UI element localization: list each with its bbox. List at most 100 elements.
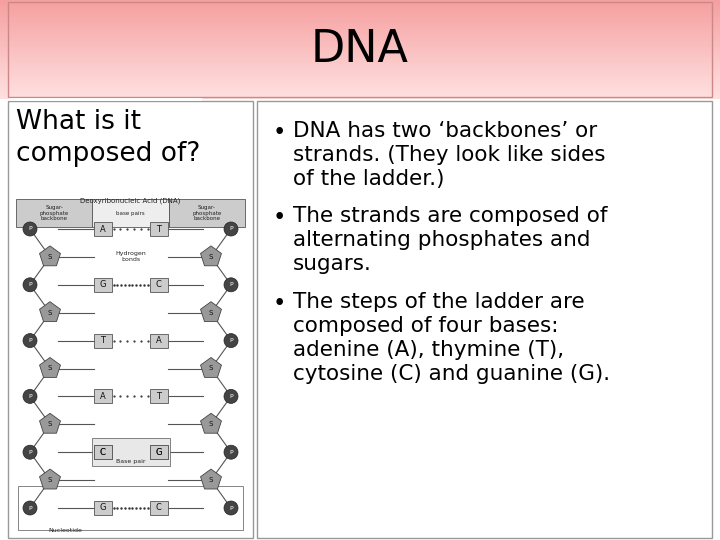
Text: composed of four bases:: composed of four bases:: [293, 315, 559, 335]
Text: P: P: [229, 505, 233, 510]
Text: P: P: [28, 226, 32, 232]
Circle shape: [23, 445, 37, 459]
Circle shape: [23, 334, 37, 348]
Text: •: •: [273, 206, 287, 230]
Bar: [16, 199, 92, 227]
Text: P: P: [229, 394, 233, 399]
Text: alternating phosphates and: alternating phosphates and: [293, 231, 590, 251]
Text: P: P: [28, 282, 32, 287]
Bar: [150, 501, 168, 515]
Text: A: A: [156, 336, 161, 345]
Text: P: P: [229, 450, 233, 455]
Text: P: P: [28, 505, 32, 510]
Text: The steps of the ladder are: The steps of the ladder are: [293, 292, 585, 312]
Text: What is it
composed of?: What is it composed of?: [16, 109, 200, 167]
Bar: [168, 199, 245, 227]
Text: S: S: [48, 421, 52, 427]
Circle shape: [23, 278, 37, 292]
Text: S: S: [209, 254, 213, 260]
Text: Sugar-
phosphate
backbone: Sugar- phosphate backbone: [192, 205, 222, 221]
Bar: [150, 278, 168, 292]
Circle shape: [224, 278, 238, 292]
Bar: [94, 445, 112, 459]
Circle shape: [224, 445, 238, 459]
Text: P: P: [28, 338, 32, 343]
Text: •: •: [273, 121, 287, 144]
Bar: [91, 438, 169, 466]
Text: S: S: [209, 421, 213, 427]
Polygon shape: [40, 413, 60, 433]
Text: sugars.: sugars.: [293, 254, 372, 274]
Polygon shape: [201, 357, 222, 377]
Circle shape: [224, 334, 238, 348]
Text: G: G: [156, 448, 162, 457]
Text: •: •: [273, 292, 287, 315]
Text: DNA has two ‘backbones’ or: DNA has two ‘backbones’ or: [293, 121, 598, 141]
Bar: [150, 334, 168, 348]
Text: of the ladder.): of the ladder.): [293, 169, 444, 189]
Text: DNA: DNA: [311, 28, 409, 71]
Text: T: T: [100, 336, 105, 345]
Text: C: C: [99, 448, 105, 457]
Bar: [92, 199, 168, 227]
Circle shape: [224, 389, 238, 403]
Text: A: A: [99, 225, 105, 233]
Bar: [94, 222, 112, 236]
Bar: [150, 389, 168, 403]
Text: A: A: [99, 392, 105, 401]
Text: C: C: [156, 503, 161, 512]
Bar: [94, 278, 112, 292]
Polygon shape: [201, 246, 222, 266]
Bar: [150, 445, 168, 459]
Text: P: P: [28, 450, 32, 455]
Text: cytosine (C) and guanine (G).: cytosine (C) and guanine (G).: [293, 363, 610, 383]
Text: S: S: [48, 366, 52, 372]
Bar: [94, 501, 112, 515]
Polygon shape: [201, 469, 222, 489]
Text: S: S: [209, 366, 213, 372]
Text: P: P: [229, 226, 233, 232]
Circle shape: [224, 222, 238, 236]
Text: adenine (A), thymine (T),: adenine (A), thymine (T),: [293, 340, 564, 360]
Bar: [8, 2, 712, 97]
Polygon shape: [40, 302, 60, 322]
Polygon shape: [40, 246, 60, 266]
Text: P: P: [229, 338, 233, 343]
Bar: [150, 445, 168, 459]
Text: Deoxyribonucleic Acid (DNA): Deoxyribonucleic Acid (DNA): [81, 197, 181, 204]
Polygon shape: [40, 357, 60, 377]
Text: Sugar-
phosphate
backbone: Sugar- phosphate backbone: [40, 205, 69, 221]
Bar: [94, 389, 112, 403]
Text: S: S: [48, 310, 52, 316]
Bar: [257, 101, 712, 538]
Bar: [18, 486, 243, 530]
Bar: [150, 222, 168, 236]
Circle shape: [224, 501, 238, 515]
Circle shape: [23, 222, 37, 236]
Text: base pairs: base pairs: [116, 211, 145, 215]
Text: T: T: [156, 392, 161, 401]
Text: C: C: [99, 448, 105, 457]
Text: S: S: [48, 477, 52, 483]
Text: S: S: [48, 254, 52, 260]
Text: Hydrogen
bonds: Hydrogen bonds: [115, 252, 146, 262]
Text: Base pair: Base pair: [116, 458, 145, 464]
Text: S: S: [209, 310, 213, 316]
Text: G: G: [99, 280, 106, 289]
Polygon shape: [201, 302, 222, 322]
Text: G: G: [156, 448, 162, 457]
Bar: [94, 334, 112, 348]
Text: Nucleotide: Nucleotide: [48, 528, 82, 533]
Text: S: S: [209, 477, 213, 483]
Polygon shape: [40, 469, 60, 489]
Text: G: G: [99, 503, 106, 512]
Bar: [8, 101, 253, 538]
Text: P: P: [28, 394, 32, 399]
Text: strands. (They look like sides: strands. (They look like sides: [293, 145, 606, 165]
Bar: [94, 445, 112, 459]
Text: The strands are composed of: The strands are composed of: [293, 206, 608, 226]
Text: P: P: [229, 282, 233, 287]
Circle shape: [23, 501, 37, 515]
Text: C: C: [156, 280, 161, 289]
Circle shape: [23, 389, 37, 403]
